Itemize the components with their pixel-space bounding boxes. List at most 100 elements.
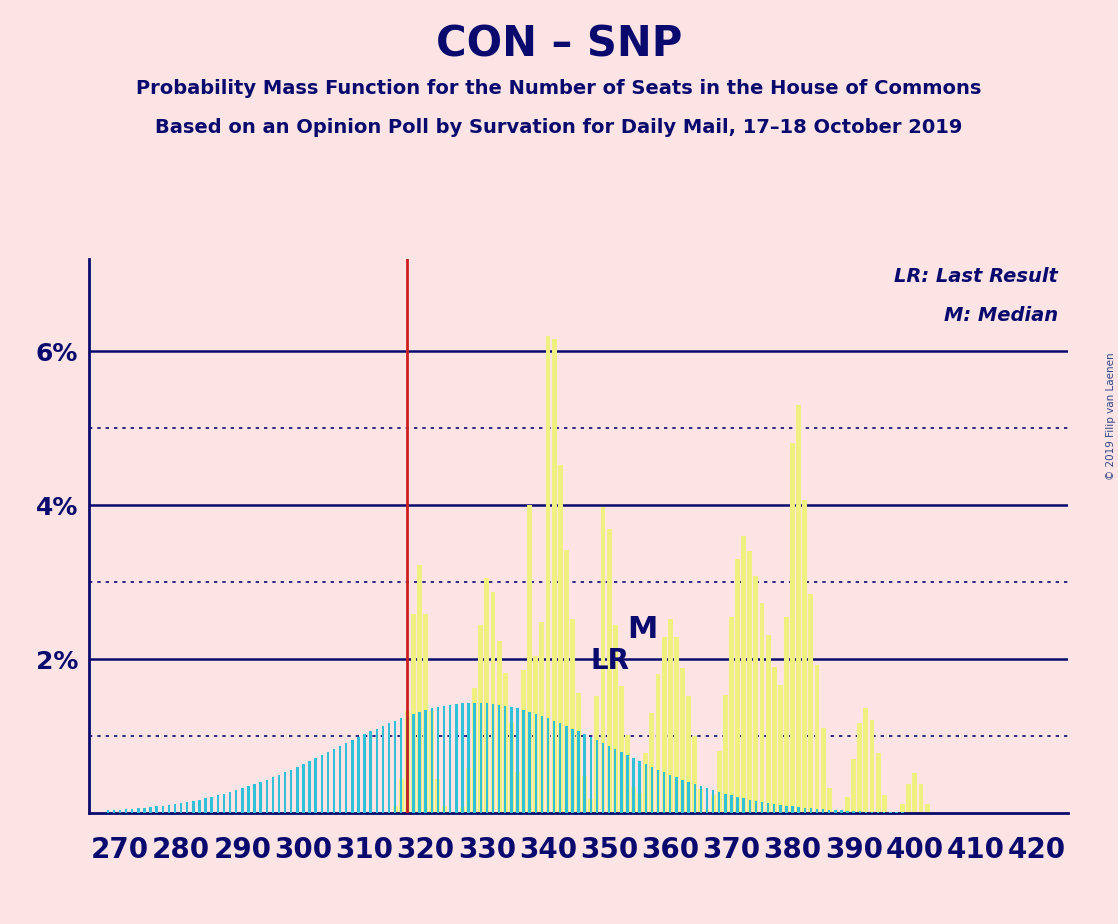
- Bar: [418, 711, 420, 813]
- Bar: [533, 656, 538, 813]
- Bar: [619, 686, 624, 813]
- Text: M: Median: M: Median: [944, 306, 1058, 325]
- Bar: [351, 740, 353, 813]
- Bar: [870, 721, 874, 813]
- Bar: [333, 749, 335, 813]
- Bar: [845, 797, 850, 813]
- Text: Probability Mass Function for the Number of Seats in the House of Commons: Probability Mass Function for the Number…: [136, 79, 982, 98]
- Bar: [528, 505, 532, 813]
- Bar: [584, 735, 586, 813]
- Bar: [792, 807, 794, 813]
- Bar: [692, 736, 698, 813]
- Bar: [430, 709, 433, 813]
- Bar: [643, 753, 648, 813]
- Bar: [302, 764, 304, 813]
- Bar: [784, 617, 789, 813]
- Bar: [484, 578, 490, 813]
- Bar: [771, 667, 777, 813]
- Bar: [296, 767, 299, 813]
- Bar: [742, 798, 745, 813]
- Bar: [600, 507, 606, 813]
- Bar: [443, 706, 445, 813]
- Bar: [704, 809, 710, 813]
- Bar: [517, 709, 519, 813]
- Bar: [222, 794, 225, 813]
- Bar: [106, 810, 110, 813]
- Bar: [272, 777, 274, 813]
- Bar: [485, 703, 489, 813]
- Bar: [589, 737, 593, 813]
- Bar: [663, 772, 665, 813]
- Bar: [693, 784, 695, 813]
- Bar: [466, 768, 471, 813]
- Bar: [804, 808, 806, 813]
- Bar: [125, 809, 127, 813]
- Bar: [785, 806, 788, 813]
- Bar: [186, 802, 189, 813]
- Bar: [491, 592, 495, 813]
- Bar: [588, 799, 594, 813]
- Bar: [413, 714, 415, 813]
- Text: 310: 310: [335, 836, 394, 864]
- Bar: [388, 723, 390, 813]
- Bar: [394, 721, 397, 813]
- Bar: [534, 714, 537, 813]
- Bar: [571, 729, 574, 813]
- Bar: [888, 811, 893, 813]
- Bar: [210, 796, 212, 813]
- Bar: [392, 806, 398, 813]
- Bar: [180, 803, 182, 813]
- Bar: [558, 465, 562, 813]
- Bar: [925, 804, 929, 813]
- Bar: [766, 635, 770, 813]
- Bar: [309, 761, 311, 813]
- Text: 340: 340: [519, 836, 577, 864]
- Bar: [736, 558, 740, 813]
- Bar: [797, 807, 799, 813]
- Bar: [747, 551, 752, 813]
- Bar: [711, 795, 716, 813]
- Bar: [815, 665, 819, 813]
- Bar: [919, 784, 923, 813]
- Bar: [754, 576, 758, 813]
- Bar: [875, 753, 881, 813]
- Bar: [546, 335, 550, 813]
- Text: 330: 330: [457, 836, 515, 864]
- Bar: [399, 780, 404, 813]
- Bar: [760, 802, 764, 813]
- Bar: [363, 735, 366, 813]
- Bar: [680, 667, 685, 813]
- Bar: [749, 799, 751, 813]
- Bar: [138, 808, 140, 813]
- Bar: [601, 743, 604, 813]
- Bar: [173, 804, 177, 813]
- Bar: [827, 788, 832, 813]
- Bar: [779, 805, 781, 813]
- Bar: [496, 640, 502, 813]
- Bar: [405, 711, 410, 813]
- Text: 350: 350: [580, 836, 638, 864]
- Bar: [871, 811, 873, 813]
- Bar: [645, 764, 647, 813]
- Bar: [321, 756, 323, 813]
- Bar: [662, 637, 666, 813]
- Text: 420: 420: [1008, 836, 1067, 864]
- Bar: [472, 687, 477, 813]
- Bar: [522, 710, 524, 813]
- Bar: [442, 806, 446, 813]
- Bar: [131, 808, 133, 813]
- Bar: [437, 707, 439, 813]
- Bar: [718, 792, 720, 813]
- Bar: [217, 796, 219, 813]
- Bar: [889, 812, 892, 813]
- Text: 280: 280: [152, 836, 210, 864]
- Bar: [834, 810, 836, 813]
- Bar: [667, 619, 673, 813]
- Bar: [143, 808, 145, 813]
- Bar: [607, 529, 612, 813]
- Bar: [669, 775, 672, 813]
- Bar: [907, 784, 911, 813]
- Bar: [859, 811, 861, 813]
- Bar: [339, 747, 341, 813]
- Bar: [877, 812, 880, 813]
